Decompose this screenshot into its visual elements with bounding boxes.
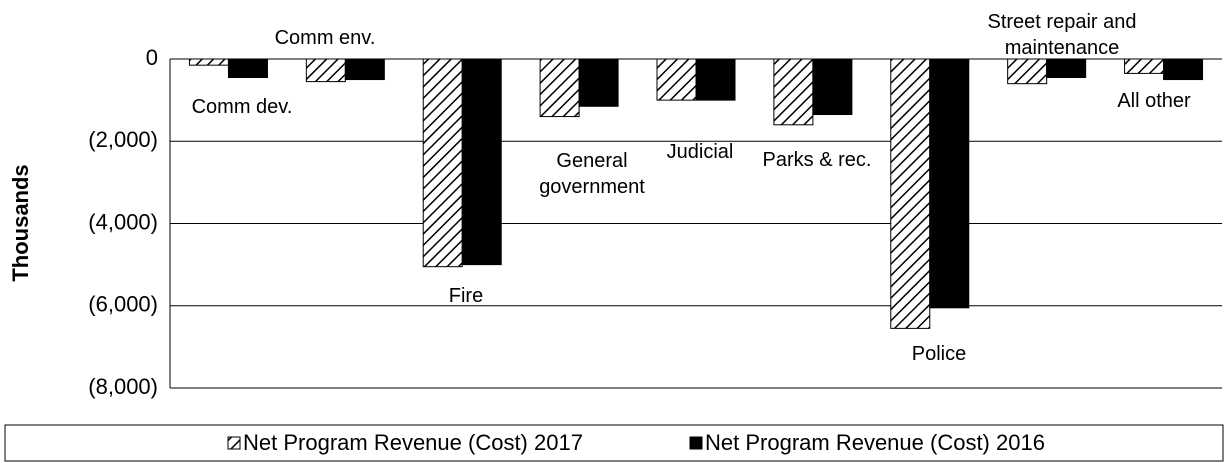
category-label: All other	[1117, 90, 1191, 112]
bar	[422, 58, 463, 268]
bar	[656, 58, 697, 101]
bar	[929, 58, 970, 309]
category-label: Fire	[448, 285, 484, 307]
category-label: General government	[539, 150, 645, 198]
bar	[539, 58, 580, 118]
y-tick-label: (4,000)	[88, 209, 158, 234]
legend-swatch	[227, 436, 241, 450]
y-tick-label: (2,000)	[88, 127, 158, 152]
bar	[461, 58, 502, 266]
bar	[1046, 58, 1087, 79]
bar	[188, 58, 229, 66]
bar	[1007, 58, 1048, 85]
bar	[1124, 58, 1165, 74]
bar	[890, 58, 931, 329]
y-tick-label: 0	[146, 45, 158, 70]
category-label: Judicial	[666, 141, 734, 163]
category-label: Police	[911, 343, 967, 365]
legend-box	[4, 424, 1224, 462]
bar	[227, 58, 268, 79]
category-label: Parks & rec.	[762, 149, 872, 171]
bar	[812, 58, 853, 116]
y-tick-label: (6,000)	[88, 292, 158, 317]
bar	[344, 58, 385, 81]
legend-label: Net Program Revenue (Cost) 2017	[243, 430, 583, 455]
legend-label: Net Program Revenue (Cost) 2016	[705, 430, 1045, 455]
bar	[578, 58, 619, 107]
y-axis-label: Thousands	[8, 164, 33, 281]
bar	[773, 58, 814, 126]
y-tick-label: (8,000)	[88, 374, 158, 399]
category-label: Comm env.	[274, 27, 376, 49]
bar	[305, 58, 346, 83]
bar	[695, 58, 736, 101]
legend-swatch	[689, 436, 703, 450]
bar	[1163, 58, 1204, 81]
category-label: Comm dev.	[191, 96, 293, 118]
category-label: Street repair and maintenance	[987, 11, 1137, 59]
